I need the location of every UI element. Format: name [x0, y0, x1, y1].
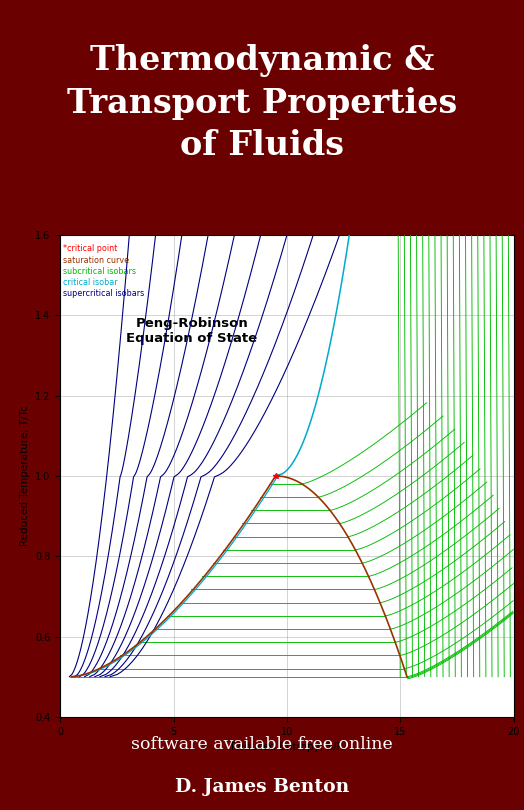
Y-axis label: Reduced Temperature, T/Tc: Reduced Temperature, T/Tc [19, 406, 30, 546]
Text: Thermodynamic &
Transport Properties
of Fluids: Thermodynamic & Transport Properties of … [67, 45, 457, 162]
Text: *critical point: *critical point [63, 245, 117, 254]
Text: software available free online: software available free online [131, 736, 393, 753]
Text: critical isobar: critical isobar [63, 278, 117, 288]
Text: Peng-Robinson
Equation of State: Peng-Robinson Equation of State [126, 318, 257, 345]
X-axis label: Reduced Entropy, S/R: Reduced Entropy, S/R [231, 742, 343, 752]
Text: saturation curve: saturation curve [63, 256, 129, 265]
Text: subcritical isobars: subcritical isobars [63, 267, 136, 276]
Text: supercritical isobars: supercritical isobars [63, 289, 144, 298]
Text: D. James Benton: D. James Benton [175, 778, 349, 795]
